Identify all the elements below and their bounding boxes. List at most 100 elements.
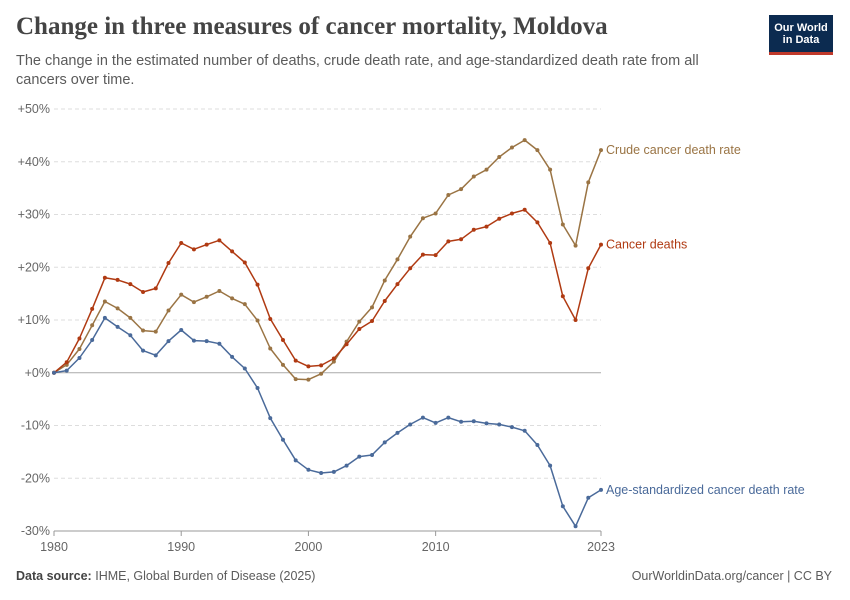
data-source: Data source: IHME, Global Burden of Dise…: [16, 569, 315, 583]
data-point-crude: [268, 346, 273, 351]
data-point-crude: [217, 288, 222, 293]
x-tick-label: 2023: [587, 540, 615, 554]
data-point-deaths: [242, 260, 247, 265]
data-point-age: [268, 416, 273, 421]
data-point-crude: [102, 299, 107, 304]
data-point-age: [204, 339, 209, 344]
data-point-deaths: [166, 261, 171, 266]
data-point-age: [102, 315, 107, 320]
data-point-deaths: [484, 224, 489, 229]
data-point-crude: [548, 167, 553, 172]
series-label-crude: Crude cancer death rate: [606, 143, 741, 157]
data-point-deaths: [293, 358, 298, 363]
data-point-crude: [370, 305, 375, 310]
line-chart: +50% +40% +30% +20% +10% +0% -10% -20% -30% 1980 1…: [18, 102, 805, 554]
series-label-age: Age-standardized cancer death rate: [606, 483, 805, 497]
y-tick-label: +30%: [18, 208, 50, 222]
data-point-age: [395, 430, 400, 435]
data-point-age: [179, 328, 184, 333]
data-point-age: [153, 353, 158, 358]
data-point-crude: [77, 347, 82, 352]
data-point-deaths: [446, 239, 451, 244]
data-point-crude: [242, 302, 247, 307]
y-tick-label: -10%: [21, 419, 50, 433]
data-point-deaths: [128, 282, 133, 287]
chart-title: Change in three measures of cancer morta…: [16, 13, 608, 40]
source-label: Data source:: [16, 569, 92, 583]
data-point-age: [319, 470, 324, 475]
data-point-crude: [293, 377, 298, 382]
data-point-crude: [420, 216, 425, 221]
data-point-deaths: [573, 318, 578, 322]
x-tick-label: 2000: [295, 540, 323, 554]
owid-logo[interactable]: Our World in Data: [769, 15, 833, 55]
data-point-crude: [471, 174, 476, 179]
data-point-age: [535, 443, 540, 448]
data-point-age: [586, 495, 591, 500]
data-point-crude: [586, 180, 591, 185]
data-point-crude: [509, 145, 514, 150]
y-tick-label: +20%: [18, 260, 50, 274]
data-point-deaths: [560, 294, 565, 299]
data-point-crude: [522, 138, 527, 143]
data-point-crude: [319, 371, 324, 376]
data-point-deaths: [408, 266, 413, 271]
chart-subtitle: The change in the estimated number of de…: [16, 53, 699, 88]
data-point-deaths: [141, 290, 146, 295]
data-point-deaths: [459, 237, 464, 242]
data-point-deaths: [357, 326, 362, 331]
data-point-crude: [90, 323, 95, 328]
series-line-age: [53, 317, 602, 528]
x-tick-label: 1990: [167, 540, 195, 554]
data-point-age: [357, 454, 362, 459]
data-point-crude: [141, 328, 146, 333]
footer-link[interactable]: OurWorldinData.org/cancer | CC BY: [631, 569, 832, 583]
x-tick-label: 2010: [422, 540, 450, 554]
data-point-deaths: [471, 227, 476, 232]
data-point-age: [141, 348, 146, 353]
data-point-age: [128, 333, 133, 338]
data-point-deaths: [319, 363, 324, 368]
y-tick-label: -20%: [21, 471, 50, 485]
data-point-age: [560, 504, 565, 509]
data-point-deaths: [522, 207, 527, 212]
data-point-crude: [446, 192, 451, 197]
axis-layer: +50% +40% +30% +20% +10% +0% -10% -20% -30% 1980 1…: [18, 102, 615, 554]
data-point-deaths: [230, 249, 235, 254]
source-text[interactable]: IHME, Global Burden of Disease (2025): [95, 569, 316, 583]
data-point-deaths: [64, 360, 69, 365]
data-point-age: [255, 386, 260, 391]
grid-layer: [54, 108, 601, 532]
data-point-crude: [153, 329, 158, 334]
data-point-age: [115, 324, 120, 329]
data-point-age: [446, 415, 451, 420]
data-point-age: [433, 420, 438, 425]
data-point-age: [408, 422, 413, 427]
data-point-crude: [497, 155, 502, 160]
y-tick-label: +50%: [18, 102, 50, 116]
data-point-crude: [128, 315, 133, 320]
data-point-crude: [255, 318, 260, 323]
data-point-age: [293, 458, 298, 463]
data-point-age: [548, 463, 553, 468]
data-point-deaths: [548, 240, 553, 245]
data-point-deaths: [102, 275, 107, 280]
series-line-deaths: [53, 209, 602, 374]
data-point-age: [522, 428, 527, 433]
data-point-deaths: [153, 286, 158, 291]
data-point-deaths: [497, 216, 502, 221]
data-point-crude: [115, 306, 120, 311]
data-point-deaths: [586, 266, 591, 271]
y-tick-label: +40%: [18, 155, 50, 169]
data-point-crude: [331, 359, 336, 364]
data-point-deaths: [382, 299, 387, 304]
logo-line-1: Our World: [774, 21, 828, 34]
data-point-crude: [599, 148, 603, 153]
series-label-deaths: Cancer deaths: [606, 238, 687, 252]
data-point-crude: [484, 167, 489, 172]
data-point-crude: [230, 296, 235, 301]
data-point-deaths: [217, 238, 222, 243]
data-point-age: [370, 453, 375, 458]
data-point-deaths: [395, 282, 400, 287]
data-point-deaths: [420, 252, 425, 257]
